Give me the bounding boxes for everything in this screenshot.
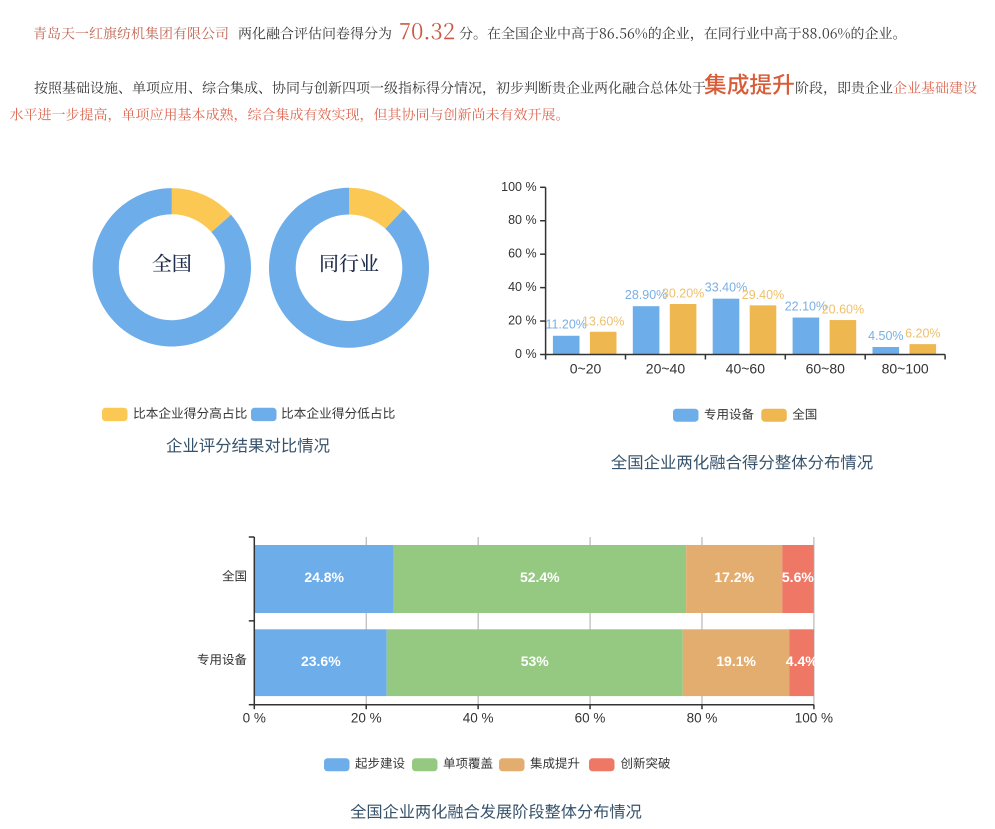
svg-text:40~60: 40~60 xyxy=(726,361,766,377)
svg-text:17.2%: 17.2% xyxy=(714,569,754,585)
svg-text:53%: 53% xyxy=(521,653,550,669)
svg-text:4.4%: 4.4% xyxy=(786,653,818,669)
svg-text:11.20%: 11.20% xyxy=(545,318,586,332)
svg-text:6.20%: 6.20% xyxy=(905,327,940,341)
svg-text:60~80: 60~80 xyxy=(806,361,846,377)
svg-text:20~40: 20~40 xyxy=(646,361,686,377)
svg-text:30.20%: 30.20% xyxy=(662,287,704,301)
svg-text:4.50%: 4.50% xyxy=(868,329,903,343)
svg-text:60 %: 60 % xyxy=(575,711,606,726)
svg-text:24.8%: 24.8% xyxy=(304,569,344,585)
svg-text:28.90%: 28.90% xyxy=(625,288,667,302)
svg-text:20.60%: 20.60% xyxy=(822,303,864,317)
svg-text:33.40%: 33.40% xyxy=(705,280,747,294)
svg-text:0 %: 0 % xyxy=(243,711,266,726)
svg-text:0~20: 0~20 xyxy=(570,361,602,377)
svg-text:100 %: 100 % xyxy=(795,711,833,726)
svg-text:40 %: 40 % xyxy=(508,280,537,294)
svg-text:23.6%: 23.6% xyxy=(301,653,341,669)
svg-text:22.10%: 22.10% xyxy=(785,299,827,313)
svg-text:29.40%: 29.40% xyxy=(742,288,784,302)
svg-text:40 %: 40 % xyxy=(463,711,494,726)
svg-text:100 %: 100 % xyxy=(501,180,536,194)
svg-text:13.60%: 13.60% xyxy=(582,314,624,328)
svg-text:20 %: 20 % xyxy=(508,314,537,328)
svg-text:80 %: 80 % xyxy=(687,711,718,726)
svg-text:19.1%: 19.1% xyxy=(716,653,756,669)
svg-text:52.4%: 52.4% xyxy=(520,569,560,585)
svg-text:20 %: 20 % xyxy=(351,711,382,726)
svg-text:0 %: 0 % xyxy=(515,347,537,361)
svg-text:5.6%: 5.6% xyxy=(782,569,814,585)
svg-text:80 %: 80 % xyxy=(508,213,537,227)
svg-text:80~100: 80~100 xyxy=(882,361,929,377)
svg-text:60 %: 60 % xyxy=(508,247,537,261)
